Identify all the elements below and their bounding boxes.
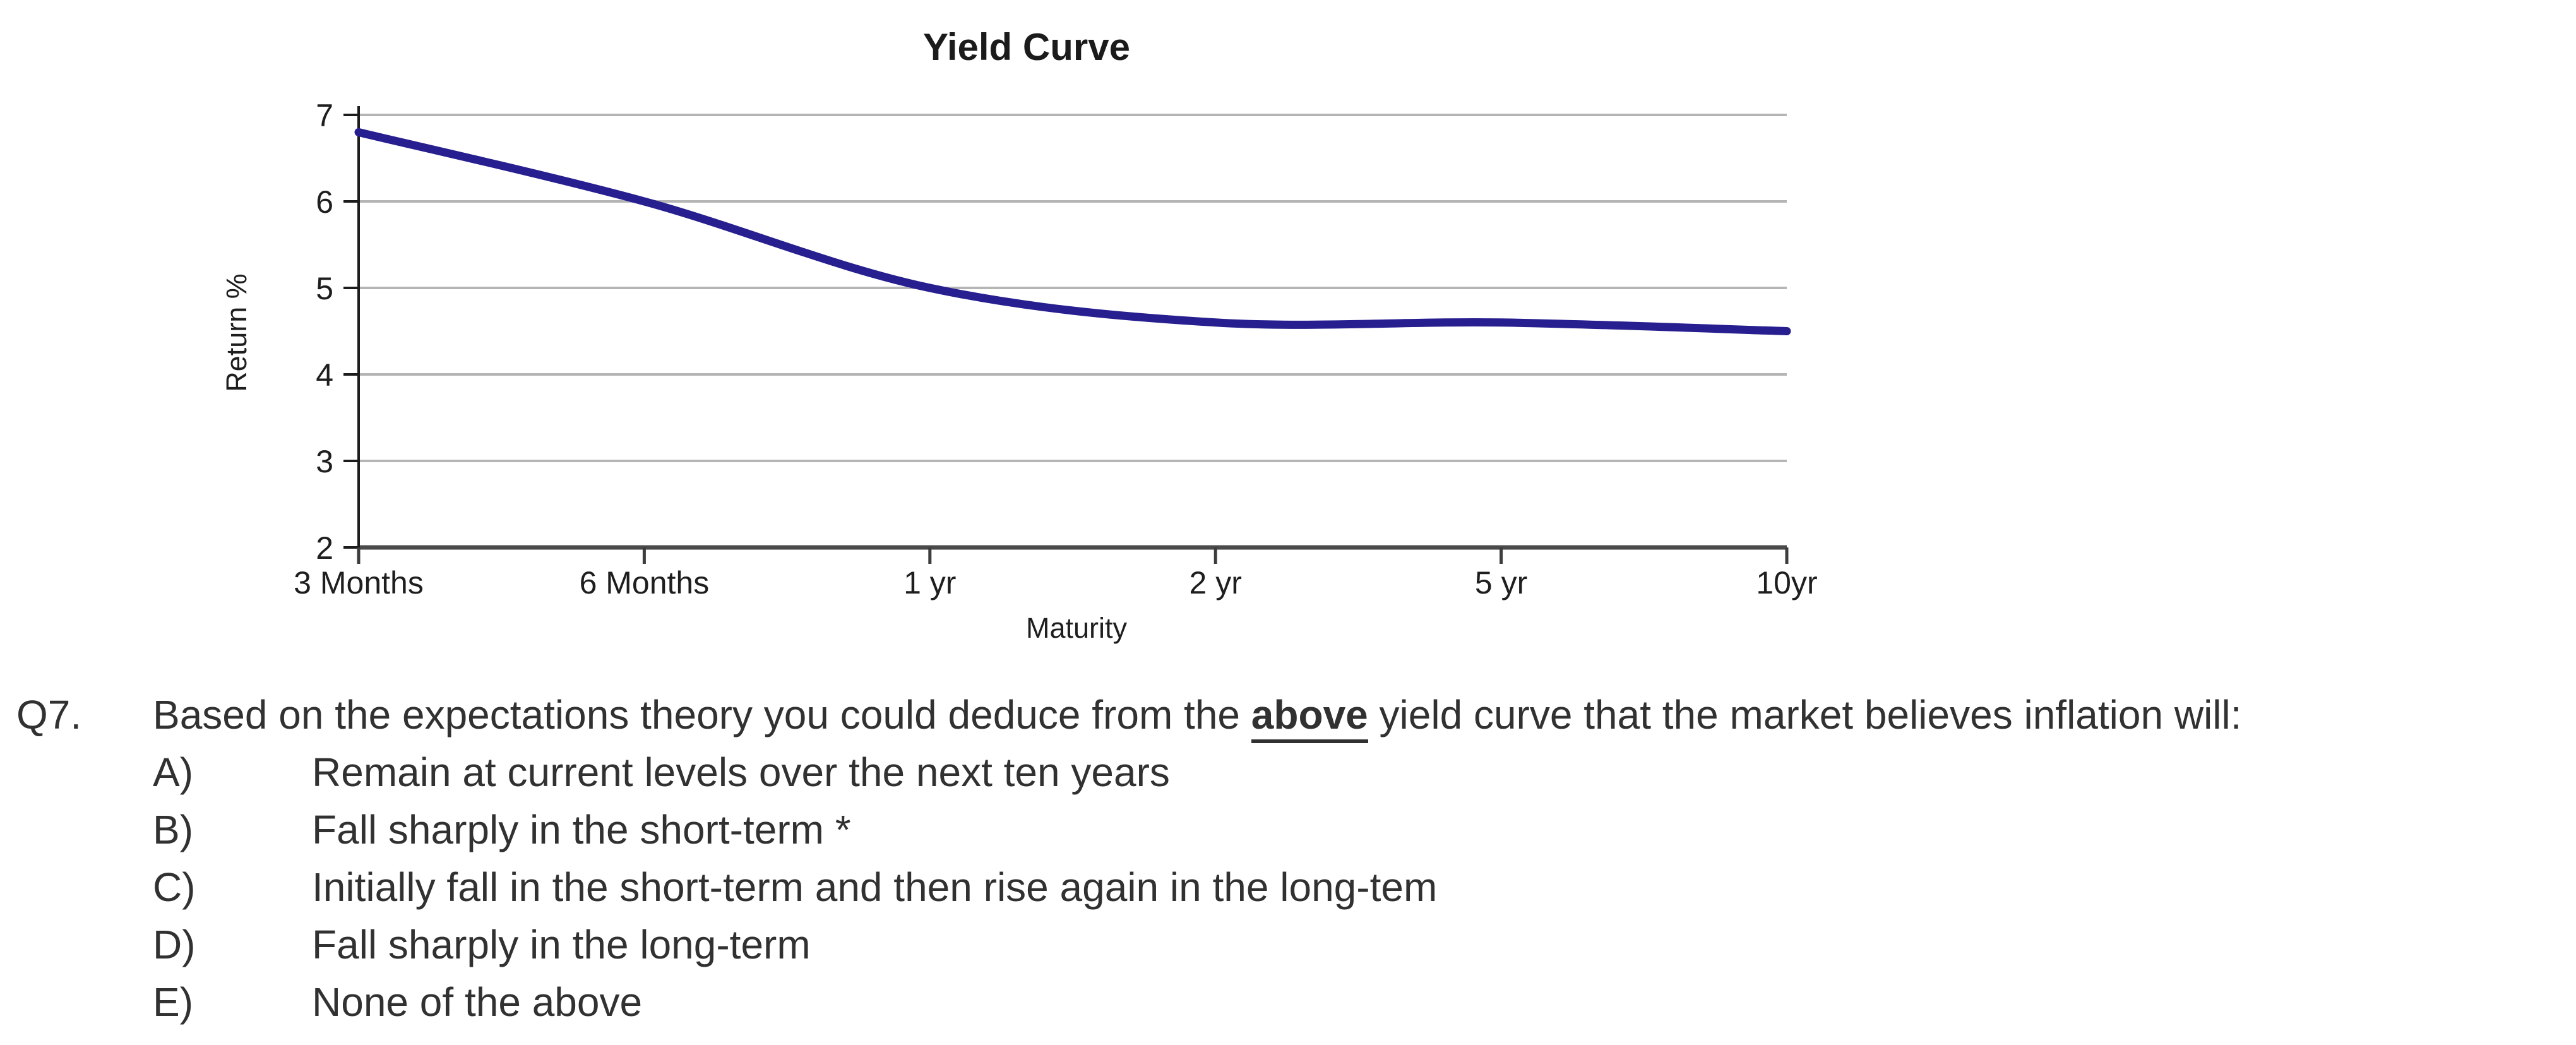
x-tick-labels-group: 3 Months 6 Months 1 yr 2 yr 5 yr 10yr <box>294 565 1817 600</box>
option-row-c: C) Initially fall in the short-term and … <box>0 867 2576 917</box>
option-text-e: None of the above <box>312 979 643 1025</box>
question-number: Q7. <box>16 692 82 737</box>
question-emphasis: above <box>1251 692 1368 743</box>
x-tick-label-5: 10yr <box>1756 565 1817 600</box>
x-tick-label-1: 6 Months <box>580 565 710 600</box>
yield-curve-line <box>354 128 1791 335</box>
option-text-c: Initially fall in the short-term and the… <box>312 864 1438 910</box>
x-tick-label-4: 5 yr <box>1475 565 1527 600</box>
question-prefix: Based on the expectations theory you cou… <box>153 692 1251 737</box>
option-letter-b: B) <box>153 807 193 852</box>
y-tick-label-2: 2 <box>316 530 333 566</box>
axes-group <box>357 106 1787 550</box>
option-letter-d: D) <box>153 922 196 967</box>
x-tick-label-2: 1 yr <box>903 565 956 600</box>
x-axis-title: Maturity <box>1026 612 1128 644</box>
y-tick-label-3: 3 <box>316 444 333 479</box>
option-row-b: B) Fall sharply in the short-term * <box>0 809 2576 860</box>
question-line: Q7. Based on the expectations theory you… <box>0 692 2576 745</box>
question-suffix: yield curve that the market believes inf… <box>1368 692 2242 737</box>
y-tick-label-5: 5 <box>316 271 333 306</box>
chart-title: Yield Curve <box>923 26 1130 68</box>
question-text: Based on the expectations theory you cou… <box>153 692 2242 743</box>
option-letter-a: A) <box>153 749 193 795</box>
option-text-a: Remain at current levels over the next t… <box>312 749 1170 795</box>
option-letter-e: E) <box>153 979 193 1025</box>
gridlines-group <box>359 114 1787 462</box>
y-tick-label-7: 7 <box>316 98 333 133</box>
option-row-a: A) Remain at current levels over the nex… <box>0 752 2576 803</box>
option-text-b: Fall sharply in the short-term * <box>312 807 851 852</box>
x-tick-label-3: 2 yr <box>1190 565 1242 600</box>
y-tick-label-4: 4 <box>316 357 333 393</box>
y-tick-label-6: 6 <box>316 184 333 220</box>
y-axis-title: Return % <box>220 273 253 392</box>
option-row-d: D) Fall sharply in the long-term <box>0 924 2576 975</box>
option-letter-c: C) <box>153 864 196 910</box>
series-group <box>354 128 1791 335</box>
option-row-e: E) None of the above <box>0 982 2576 1032</box>
option-text-d: Fall sharply in the long-term <box>312 922 811 967</box>
y-tick-labels-group: 2 3 4 5 6 7 <box>316 98 333 566</box>
x-tick-label-0: 3 Months <box>294 565 424 600</box>
ticks-group <box>343 114 1789 564</box>
